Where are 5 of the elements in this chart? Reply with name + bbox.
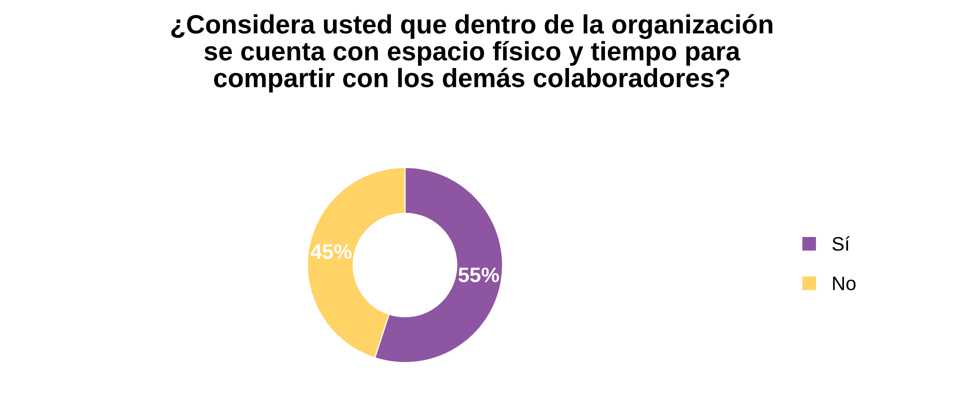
legend-label: No [833,276,856,290]
data-label: 45% [310,244,352,259]
data-label: 55% [458,268,500,282]
chart-title: ¿Considera usted que dentro de la organización se cuenta con espacio físico y tiempo para compartir con los demás colaboradores? [171,14,772,93]
legend-label: Sí [832,236,850,251]
